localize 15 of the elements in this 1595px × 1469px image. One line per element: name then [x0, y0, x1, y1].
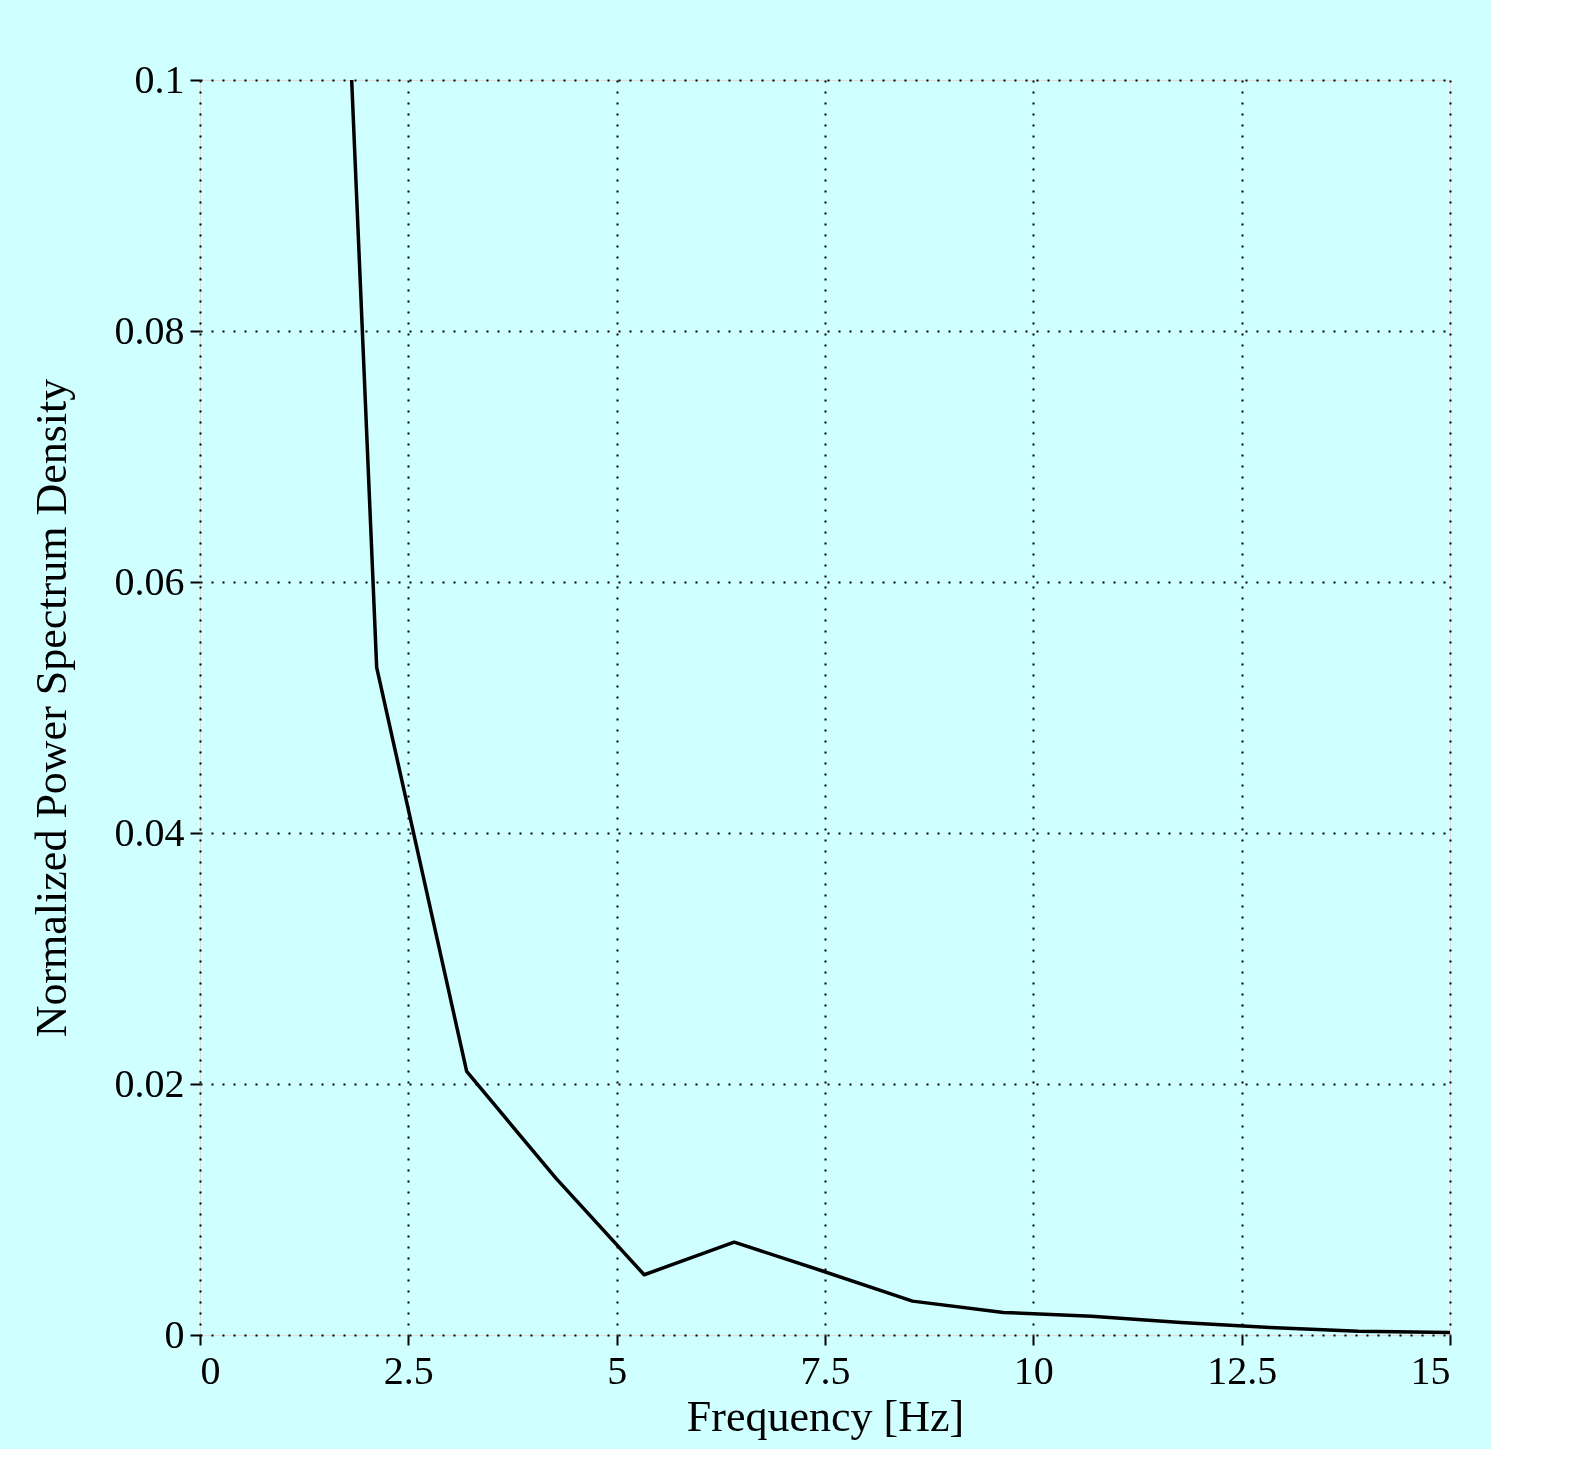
- x-tick-label: 7.5: [800, 1347, 851, 1393]
- x-tick-label: 10: [1013, 1347, 1054, 1393]
- x-axis-title: Frequency [Hz]: [686, 1391, 965, 1441]
- y-tick-label: 0.1: [134, 56, 185, 102]
- y-tick-label: 0.02: [114, 1060, 185, 1106]
- y-tick-label: 0.08: [114, 307, 185, 353]
- y-tick-label: 0: [164, 1311, 185, 1357]
- x-tick-label: 2.5: [383, 1347, 434, 1393]
- x-tick-label: 0: [200, 1347, 221, 1393]
- x-tick-label: 12.5: [1207, 1347, 1278, 1393]
- x-tick-label: 5: [607, 1347, 628, 1393]
- y-tick-label: 0.04: [114, 809, 185, 855]
- y-tick-label: 0.06: [114, 558, 185, 604]
- x-tick-label: 15: [1410, 1347, 1451, 1393]
- y-axis-title: Normalized Power Spectrum Density: [26, 378, 76, 1038]
